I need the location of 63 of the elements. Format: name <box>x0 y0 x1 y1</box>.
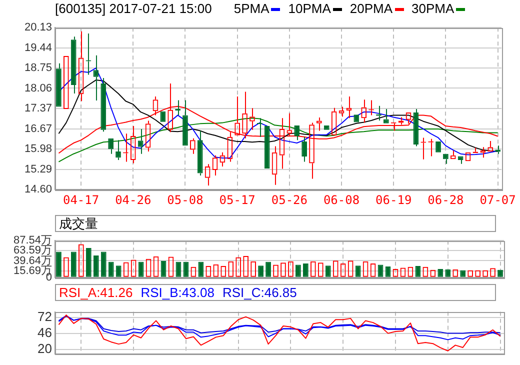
bar <box>266 262 271 277</box>
y-tick-label: 63.59万 <box>13 244 52 257</box>
bar <box>303 264 308 277</box>
candlestick <box>70 36 76 94</box>
bar <box>138 262 144 277</box>
legend-label: 20PMA <box>350 1 393 17</box>
candlestick <box>458 156 464 164</box>
candlestick <box>302 136 307 162</box>
y-tick-label: 72 <box>38 308 52 324</box>
x-tick-label: 04-26 <box>115 192 152 207</box>
candlestick <box>256 118 262 138</box>
bar <box>198 262 204 277</box>
candlestick <box>324 125 330 130</box>
legend-label: 10PMA <box>288 1 331 17</box>
y-tick-label: 15.29 <box>24 163 52 176</box>
y-tick-label: 18.06 <box>24 82 52 94</box>
candlestick <box>413 108 419 147</box>
candlestick <box>264 126 270 169</box>
bar <box>116 266 122 277</box>
text: RSI_B:43.08 <box>140 284 214 300</box>
x-tick-label: 06-19 <box>376 192 412 207</box>
text: RSI_C:46.85 <box>222 284 297 300</box>
y-tick-label: 18.75 <box>24 62 52 74</box>
series-label: RSI_A:41.26 <box>59 284 133 300</box>
y-tick-label: 20 <box>38 340 52 356</box>
y-tick-label: 39.64万 <box>13 254 52 267</box>
chart-title: [600135] 2017-07-21 15:00 <box>55 1 212 17</box>
x-tick-label: 04-17 <box>62 192 100 207</box>
bar <box>71 252 76 277</box>
bar <box>86 248 92 277</box>
bar <box>56 252 62 277</box>
candlestick <box>160 111 166 122</box>
x-tick-label: 05-08 <box>167 192 204 207</box>
y-tick-label: 17.37 <box>24 102 52 114</box>
legend-label: 30PMA <box>412 1 454 17</box>
x-tick-label: 06-28 <box>428 192 464 207</box>
bar <box>258 266 264 277</box>
y-tick-label: 46 <box>38 324 52 340</box>
bar <box>108 262 114 277</box>
candlestick <box>100 77 106 132</box>
y-tick-label: 20.13 <box>24 22 52 34</box>
bar <box>355 266 361 277</box>
chart-title: 成交量 <box>59 216 98 231</box>
x-tick-label: 05-17 <box>219 192 256 207</box>
candlestick <box>93 54 99 102</box>
y-tick-label: 19.44 <box>24 42 52 54</box>
bar <box>100 252 106 277</box>
bar <box>296 264 301 277</box>
y-tick-label: 14.60 <box>24 184 52 196</box>
bar <box>325 266 331 277</box>
candlestick <box>294 125 300 141</box>
candlestick <box>182 100 188 146</box>
legend-label: 5PMA <box>234 1 270 17</box>
candlestick <box>354 114 360 122</box>
y-tick-label: 16.67 <box>24 122 52 135</box>
x-tick-label: 05-26 <box>271 192 308 207</box>
x-tick-label: 06-08 <box>323 192 360 207</box>
bar <box>415 266 421 277</box>
candlestick <box>138 128 144 154</box>
candlestick <box>197 130 203 176</box>
y-tick-label: 15.98 <box>24 143 52 156</box>
candlestick <box>56 62 62 107</box>
x-tick-label: 07-07 <box>480 192 516 207</box>
